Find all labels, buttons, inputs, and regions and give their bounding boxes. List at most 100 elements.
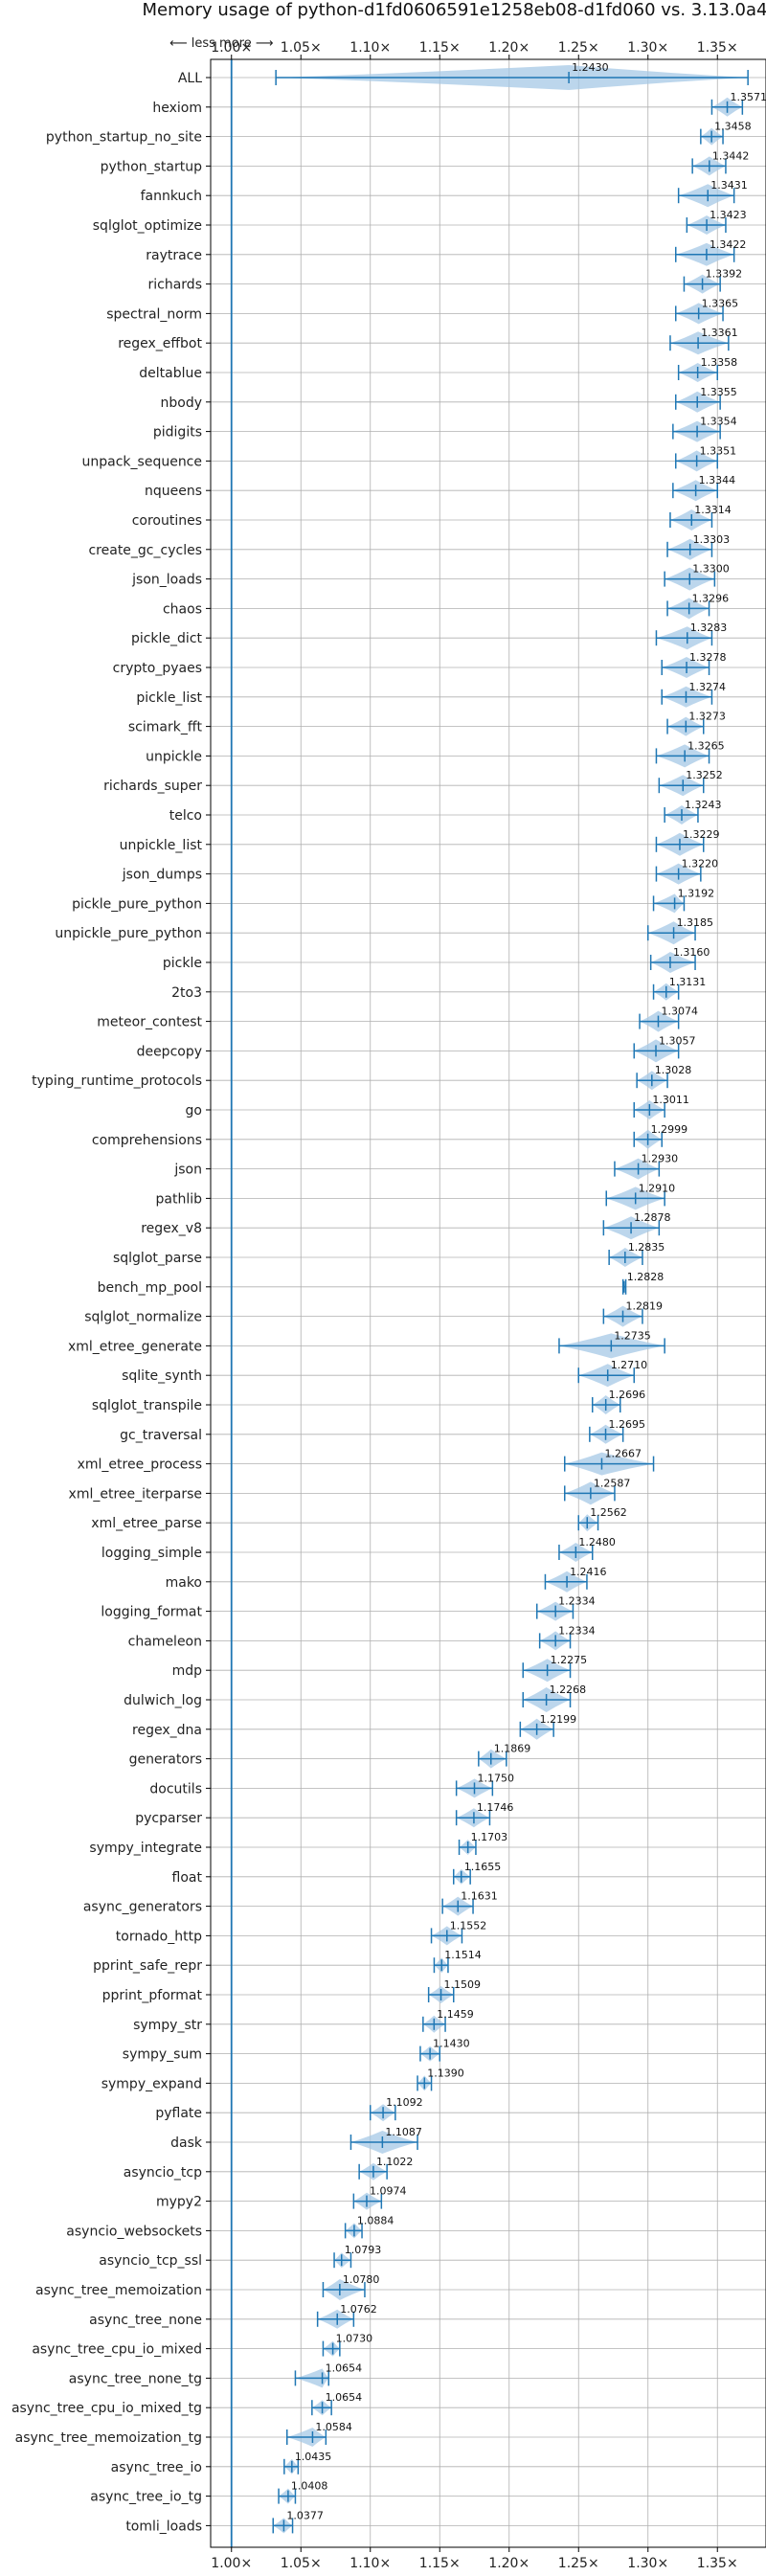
value-label-async_tree_memoization_tg: 1.0584 (315, 2421, 352, 2433)
value-label-async_tree_memoization: 1.0780 (343, 2273, 380, 2286)
value-label-mako: 1.2416 (570, 1566, 607, 1578)
value-label-comprehensions: 1.2999 (651, 1123, 688, 1136)
row-label-sympy_expand: sympy_expand (101, 2076, 202, 2091)
value-label-xml_etree_generate: 1.2735 (614, 1329, 651, 1342)
row-label-xml_etree_iterparse: xml_etree_iterparse (69, 1486, 202, 1502)
value-label-nbody: 1.3355 (700, 386, 737, 398)
row-label-pyflate: pyflate (155, 2106, 202, 2121)
row-label-pathlib: pathlib (156, 1191, 203, 1207)
value-label-json: 1.2930 (642, 1153, 679, 1165)
x-tick-label-top: 1.10× (349, 40, 391, 56)
row-label-logging_format: logging_format (101, 1605, 202, 1620)
value-label-unpickle_list: 1.3229 (683, 828, 720, 841)
row-label-mypy2: mypy2 (156, 2195, 202, 2210)
row-label-nqueens: nqueens (145, 484, 202, 499)
row-label-nbody: nbody (161, 395, 203, 411)
row-label-sqlglot_transpile: sqlglot_transpile (92, 1398, 202, 1413)
row-label-json_dumps: json_dumps (122, 868, 202, 883)
row-label-async_tree_cpu_io_mixed_tg: async_tree_cpu_io_mixed_tg (11, 2401, 202, 2416)
row-label-python_startup_no_site: python_startup_no_site (46, 130, 202, 146)
value-label-mdp: 1.2275 (551, 1654, 588, 1666)
value-label-pathlib: 1.2910 (639, 1182, 676, 1194)
x-tick-label-bottom: 1.20× (488, 2556, 529, 2571)
value-label-go: 1.3011 (652, 1094, 689, 1106)
x-tick-label-bottom: 1.30× (627, 2556, 668, 2571)
row-label-unpack_sequence: unpack_sequence (82, 454, 202, 469)
row-label-pickle_dict: pickle_dict (131, 631, 203, 646)
direction-hint: ⟵ less more ⟶ (169, 36, 274, 51)
value-label-2to3: 1.3131 (669, 976, 707, 988)
value-label-async_tree_cpu_io_mixed_tg: 1.0654 (326, 2391, 363, 2404)
row-label-mdp: mdp (172, 1663, 203, 1679)
row-label-regex_dna: regex_dna (132, 1723, 202, 1738)
row-label-pidigits: pidigits (153, 425, 202, 441)
value-label-async_tree_cpu_io_mixed: 1.0730 (336, 2333, 373, 2345)
value-label-pickle_dict: 1.3283 (690, 621, 728, 634)
row-label-regex_v8: regex_v8 (141, 1221, 202, 1236)
value-label-tornado_http: 1.1552 (450, 1919, 487, 1932)
row-label-xml_etree_process: xml_etree_process (78, 1457, 202, 1473)
row-label-sympy_str: sympy_str (133, 2018, 202, 2033)
row-label-crypto_pyaes: crypto_pyaes (113, 661, 202, 676)
value-label-regex_effbot: 1.3361 (701, 327, 738, 339)
value-label-dask: 1.1087 (385, 2126, 422, 2138)
row-label-docutils: docutils (149, 1781, 202, 1796)
row-label-create_gc_cycles: create_gc_cycles (88, 543, 202, 558)
value-label-raytrace: 1.3422 (710, 238, 747, 251)
value-label-pickle_pure_python: 1.3192 (678, 887, 715, 899)
row-label-tomli_loads: tomli_loads (125, 2519, 202, 2534)
value-label-ALL: 1.2430 (572, 61, 609, 74)
row-label-unpickle_list: unpickle_list (120, 838, 203, 853)
value-label-typing_runtime_protocols: 1.3028 (655, 1064, 692, 1076)
value-label-regex_dna: 1.2199 (540, 1713, 577, 1726)
value-label-pickle: 1.3160 (673, 946, 710, 959)
value-label-pickle_list: 1.3274 (688, 681, 726, 693)
value-label-sqlglot_normalize: 1.2819 (626, 1300, 664, 1313)
value-label-logging_format: 1.2334 (558, 1595, 596, 1608)
value-label-crypto_pyaes: 1.3278 (689, 651, 727, 664)
row-label-mako: mako (166, 1575, 202, 1591)
violins (273, 65, 749, 2534)
row-label-json_loads: json_loads (131, 573, 202, 588)
value-label-generators: 1.1869 (494, 1743, 531, 1755)
row-label-dask: dask (170, 2135, 203, 2151)
row-label-async_generators: async_generators (83, 1900, 202, 1915)
value-label-unpickle: 1.3265 (687, 739, 725, 752)
value-label-deltablue: 1.3358 (701, 356, 738, 369)
row-label-asyncio_tcp: asyncio_tcp (124, 2165, 202, 2181)
row-label-python_startup: python_startup (101, 159, 202, 174)
row-label-pprint_pformat: pprint_pformat (102, 1988, 203, 2003)
value-label-unpack_sequence: 1.3351 (700, 444, 737, 457)
value-label-python_startup_no_site: 1.3458 (714, 121, 752, 133)
row-label-pickle_pure_python: pickle_pure_python (72, 896, 202, 912)
row-label-sqlglot_optimize: sqlglot_optimize (93, 218, 202, 234)
whisker-group (272, 70, 749, 2534)
row-label-pprint_safe_repr: pprint_safe_repr (93, 1958, 202, 1974)
x-tick-label-bottom: 1.25× (558, 2556, 599, 2571)
value-label-xml_etree_parse: 1.2562 (590, 1506, 627, 1519)
row-label-pickle_list: pickle_list (136, 690, 202, 706)
value-label-chaos: 1.3296 (692, 592, 730, 604)
row-labels: ALL hexiom python_startup_no_site python_st… (11, 71, 203, 2534)
value-label-sqlglot_parse: 1.2835 (628, 1241, 665, 1254)
x-tick-label-top: 1.20× (488, 40, 529, 56)
x-tick-label-top: 1.30× (627, 40, 668, 56)
plot-frame (210, 58, 766, 2548)
row-label-sqlglot_parse: sqlglot_parse (113, 1251, 202, 1266)
row-label-regex_effbot: regex_effbot (118, 336, 202, 351)
row-label-unpickle: unpickle (146, 749, 202, 764)
value-label-json_dumps: 1.3220 (682, 858, 719, 870)
value-label-pprint_pformat: 1.1509 (444, 1978, 482, 1991)
value-label-sqlglot_transpile: 1.2696 (609, 1389, 646, 1401)
value-label-sympy_integrate: 1.1703 (471, 1831, 508, 1843)
x-tick-label-top: 1.00× (211, 40, 252, 56)
x-tick-label-bottom: 1.10× (349, 2556, 391, 2571)
value-label-async_generators: 1.1631 (461, 1890, 498, 1903)
row-label-xml_etree_generate: xml_etree_generate (68, 1339, 202, 1354)
x-tick-label-bottom: 1.35× (697, 2556, 738, 2571)
value-label-pprint_safe_repr: 1.1514 (444, 1949, 482, 1961)
x-tick-label-top: 1.35× (697, 40, 738, 56)
x-tick-label-top: 1.25× (558, 40, 599, 56)
value-label-deepcopy: 1.3057 (659, 1034, 696, 1047)
